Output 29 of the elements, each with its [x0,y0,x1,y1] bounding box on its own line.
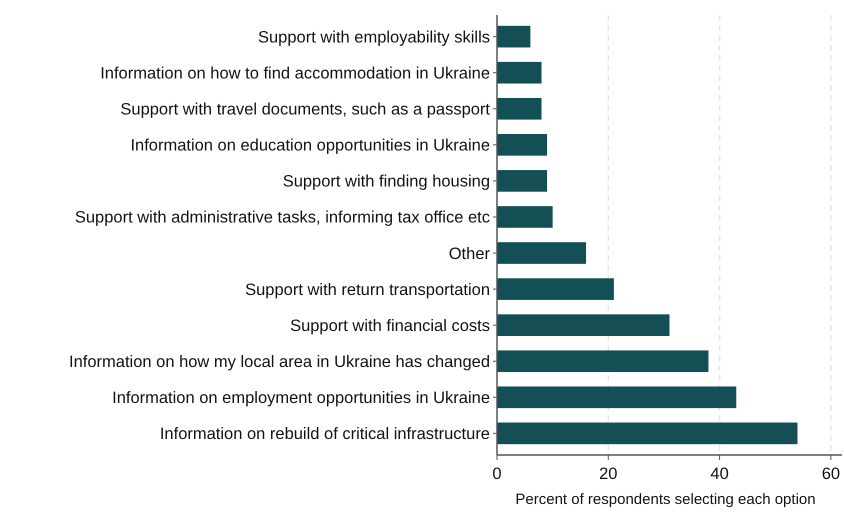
y-tick-label: Other [448,244,490,263]
y-tick-label: Support with employability skills [258,28,490,46]
bar [497,26,530,48]
x-tick-label: 0 [492,465,502,483]
x-tick-label: 40 [710,465,729,483]
bar [497,314,670,336]
bar [497,350,708,372]
bar [497,134,548,156]
x-tick-label: 20 [599,465,618,483]
bar [497,386,736,408]
bar [497,278,614,300]
bar [497,170,548,192]
bar [497,422,798,444]
y-tick-label: Support with financial costs [290,316,490,335]
x-tick-label: 60 [822,465,840,483]
y-tick-label: Support with administrative tasks, informing tax office etc [74,208,490,227]
bar [497,242,586,264]
y-tick-label: Support with finding housing [282,172,490,191]
y-tick-label: Support with return transportation [245,280,490,299]
x-axis-title: Percent of respondents selecting each option [515,491,816,508]
y-tick-label: Information on rebuild of critical infrastructure [160,425,490,444]
bar [497,62,542,84]
y-tick-label: Support with travel documents, such as a passport [120,100,490,119]
bar [497,98,542,120]
y-tick-label: Information on education opportunities in Ukraine [130,136,490,155]
y-tick-label: Information on how to find accommodation in Ukraine [100,64,490,82]
bar [497,206,553,228]
y-tick-label: Information on how my local area in Ukraine has changed [69,353,490,372]
y-tick-label: Information on employment opportunities in Ukraine [112,389,490,408]
